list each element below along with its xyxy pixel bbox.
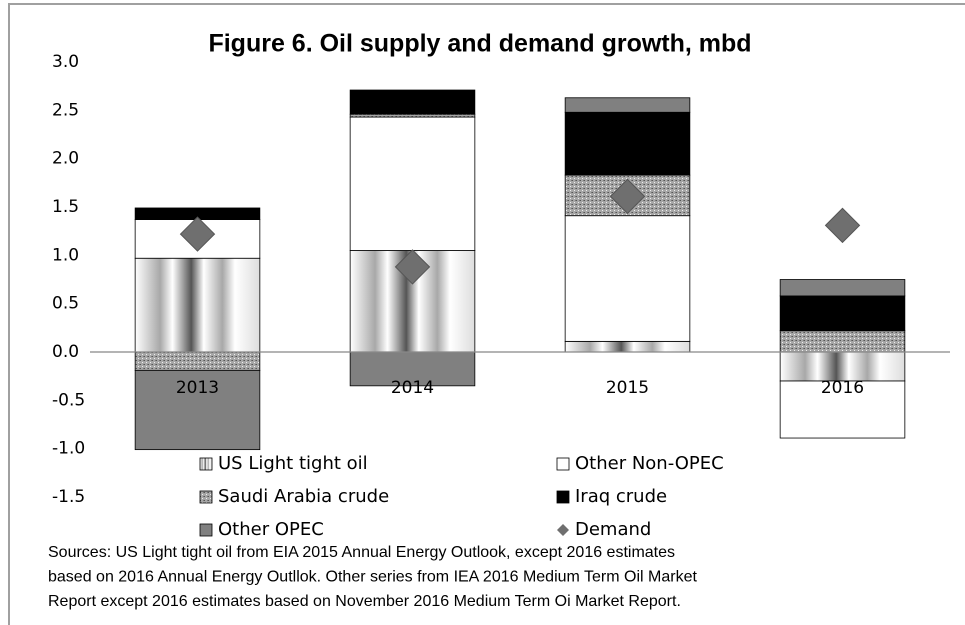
legend-swatch [199, 490, 213, 504]
frame [8, 3, 965, 625]
y-tick-label: 1.0 [52, 245, 79, 265]
legend-label: Other OPEC [218, 519, 324, 540]
bar-segment [134, 257, 261, 353]
y-tick-label: -0.5 [52, 390, 85, 410]
legend-label: Other Non-OPEC [575, 453, 724, 474]
bar-segment [564, 340, 691, 353]
legend-swatch [199, 457, 213, 471]
legend-swatch [556, 490, 570, 504]
y-tick-label: 1.5 [52, 197, 79, 217]
legend-label: Demand [575, 519, 651, 540]
bar-segment [564, 97, 691, 113]
bar-segment [564, 111, 691, 176]
demand-marker [394, 249, 431, 285]
x-tick-label: 2016 [821, 378, 864, 398]
y-tick-label: -1.5 [52, 487, 85, 507]
source-note: Sources: US Light tight oil from EIA 201… [48, 544, 675, 561]
legend-label: Saudi Arabia crude [218, 486, 389, 507]
y-tick-label: 2.5 [52, 100, 79, 120]
demand-marker [179, 216, 216, 252]
x-tick-label: 2013 [176, 378, 219, 398]
demand-marker [609, 178, 646, 215]
bar-segment [349, 351, 476, 387]
bar-segment [779, 279, 906, 297]
legend-swatch [556, 457, 570, 471]
y-tick-label: 3.0 [52, 52, 79, 72]
x-tick-label: 2014 [391, 378, 434, 398]
bar-segment [779, 330, 906, 353]
bar-segment [564, 215, 691, 342]
legend-label: Iraq crude [575, 486, 667, 507]
bar-segment [779, 295, 906, 332]
bar-segment [349, 113, 476, 118]
y-tick-label: -1.0 [52, 439, 85, 459]
y-tick-label: 2.0 [52, 149, 79, 169]
legend-swatch [199, 523, 213, 537]
bar-segment [349, 116, 476, 251]
legend-swatch [557, 524, 569, 536]
y-tick-label: 0.0 [52, 342, 79, 362]
bar-segment [779, 380, 906, 439]
source-note: based on 2016 Annual Energy Outllok. Oth… [48, 569, 697, 586]
source-note: Report except 2016 estimates based on No… [48, 593, 681, 610]
bar-segment [134, 351, 261, 371]
bar-segment [779, 351, 906, 382]
y-tick-label: 0.5 [52, 294, 79, 314]
x-tick-label: 2015 [606, 378, 649, 398]
legend-label: US Light tight oil [218, 453, 368, 474]
bar-segment [134, 369, 261, 451]
chart-title: Figure 6. Oil supply and demand growth, … [208, 30, 751, 58]
bar-segment [349, 89, 476, 115]
demand-marker [824, 207, 861, 244]
